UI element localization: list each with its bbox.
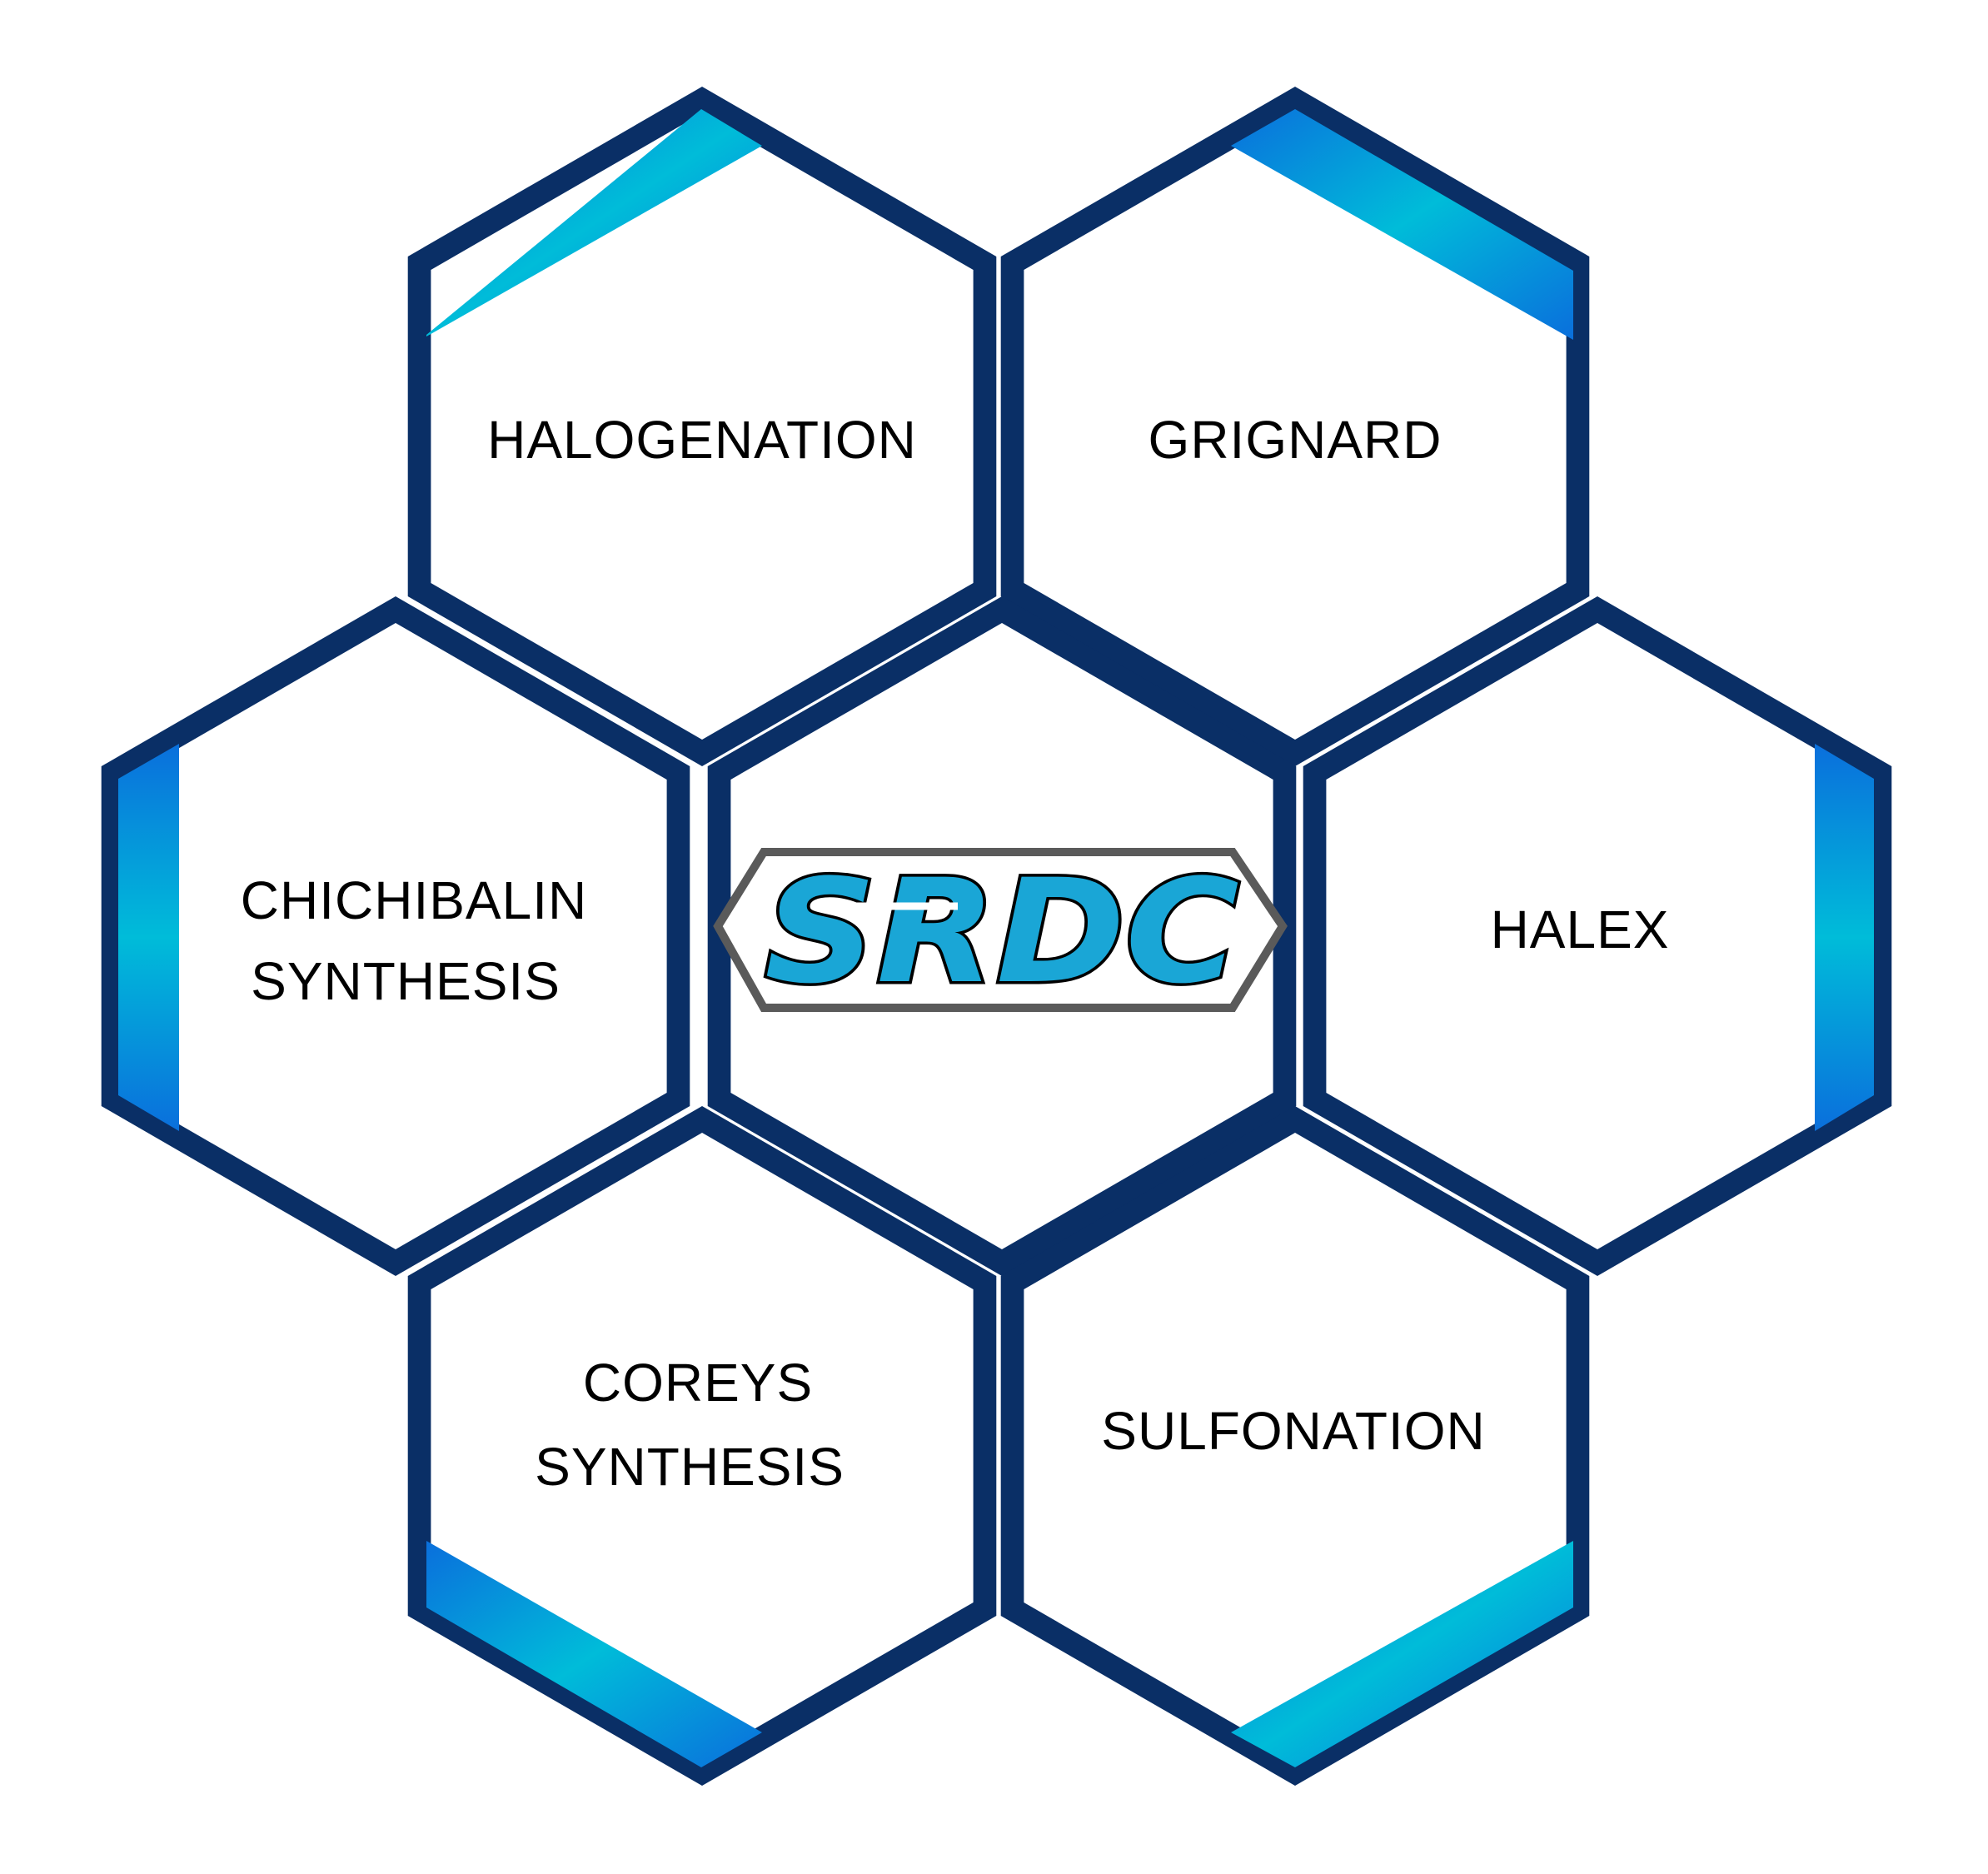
hex-halogenation-fill — [431, 113, 974, 740]
label-grignard-line-1: GRIGNARD — [1148, 410, 1442, 470]
hex-halex-fill — [1326, 623, 1869, 1249]
label-coreys-line-1: COREYS — [583, 1353, 813, 1413]
accent-halogenation — [426, 109, 762, 336]
logo-text: SRDC — [765, 848, 1239, 1015]
accent-halex — [1815, 744, 1874, 1131]
label-chichibalin-line-2: SYNTHESIS — [251, 951, 561, 1011]
hex-coreys-fill — [431, 1133, 974, 1759]
label-sulfonation: SULFONATION — [1101, 1401, 1485, 1461]
label-chichibalin: CHICHIBALIN SYNTHESIS — [241, 870, 587, 1011]
srdc-logo: SRDC — [713, 845, 1288, 1019]
accent-grignard — [1231, 109, 1573, 340]
label-chichibalin-line-1: CHICHIBALIN — [241, 870, 587, 930]
accent-sulfonation — [1231, 1541, 1573, 1767]
accent-coreys — [426, 1541, 762, 1767]
label-halogenation-line-1: HALOGENATION — [487, 410, 917, 470]
hex-sulfonation-fill — [1024, 1133, 1567, 1759]
label-halex: HALEX — [1491, 900, 1670, 959]
hex-chichibalin-fill — [124, 623, 667, 1249]
label-coreys-line-2: SYNTHESIS — [535, 1437, 845, 1497]
label-sulfonation-line-1: SULFONATION — [1101, 1401, 1485, 1461]
label-halogenation: HALOGENATION — [487, 410, 917, 470]
hex-grignard-fill — [1024, 113, 1567, 740]
accent-chichibalin — [118, 744, 179, 1131]
label-halex-line-1: HALEX — [1491, 900, 1670, 959]
logo-frame — [713, 848, 1288, 1012]
label-coreys: COREYS SYNTHESIS — [535, 1353, 845, 1497]
label-grignard: GRIGNARD — [1148, 410, 1442, 470]
